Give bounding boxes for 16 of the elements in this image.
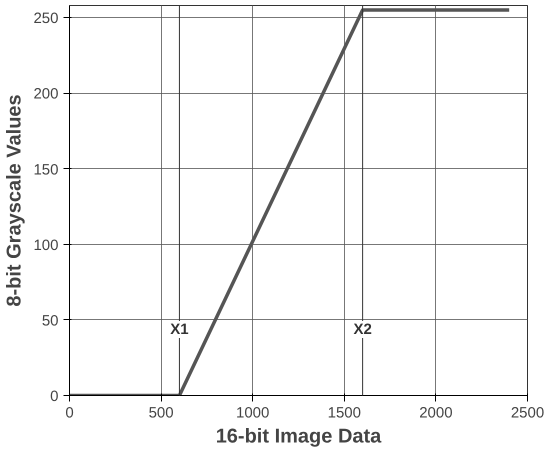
y-tick-label: 250 bbox=[33, 10, 59, 28]
y-tick-label: 100 bbox=[33, 236, 59, 254]
y-tick-label: 200 bbox=[33, 86, 59, 103]
y-tick-label: 0 bbox=[50, 388, 58, 405]
x-tick-label: 500 bbox=[148, 404, 174, 422]
y-tick-label: 150 bbox=[33, 161, 59, 178]
y-tick-label: 50 bbox=[42, 312, 59, 330]
x-tick-label: 2500 bbox=[510, 404, 544, 422]
x-tick-label: 2000 bbox=[419, 404, 453, 422]
ref-line-label: X1 bbox=[170, 321, 189, 338]
y-axis-title: 8-bit Grayscale Values bbox=[3, 94, 26, 307]
x-axis-title: 16-bit Image Data bbox=[216, 426, 382, 448]
x-tick-label: 1000 bbox=[236, 404, 270, 422]
x-tick-label: 0 bbox=[65, 404, 74, 422]
ref-line-label: X2 bbox=[353, 321, 372, 338]
x-tick-label: 1500 bbox=[328, 404, 361, 422]
